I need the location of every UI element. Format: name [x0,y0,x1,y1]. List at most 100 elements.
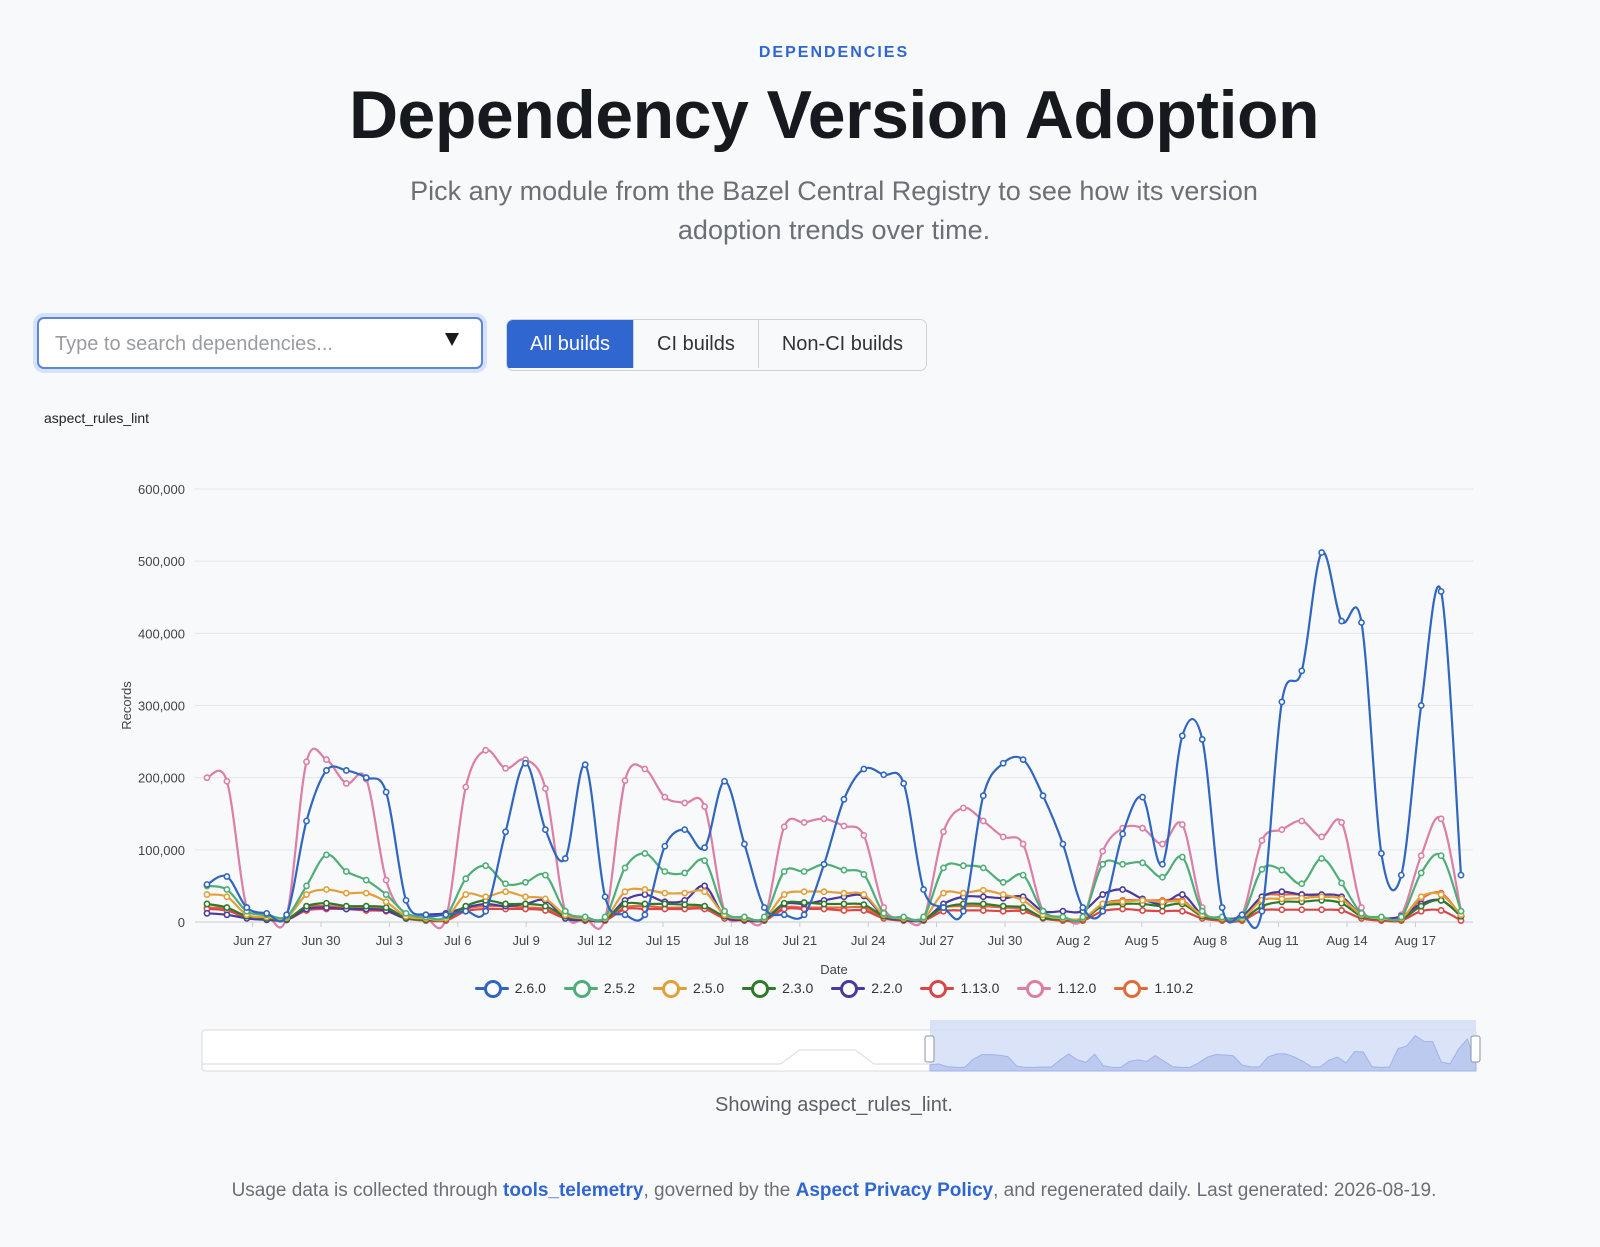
data-point [940,828,947,836]
data-point [1437,588,1445,595]
legend-item-2.3.0[interactable]: 2.3.0 [742,980,813,998]
tools-telemetry-link[interactable]: tools_telemetry [503,1180,644,1201]
data-point [1019,871,1027,879]
data-point [800,911,808,919]
data-point [979,886,987,894]
data-point [1099,860,1107,868]
data-point [1278,866,1286,874]
data-point [820,815,828,823]
data-point [1457,871,1465,879]
dependency-search-combobox[interactable] [37,317,483,369]
data-point [203,909,211,917]
data-point [1119,860,1127,868]
data-point [1178,907,1186,915]
legend-item-2.5.2[interactable]: 2.5.2 [563,980,635,998]
series-line-1.10.2 [206,891,1462,923]
data-point [1119,830,1127,838]
data-point [1318,893,1326,901]
data-point [1457,907,1465,915]
x-tick-label: Jul 27 [919,933,954,948]
data-point [1338,617,1345,625]
dependency-search-input[interactable] [53,319,437,369]
data-point [661,900,669,908]
data-point [701,857,709,865]
data-point [1019,904,1027,911]
legend-item-2.2.0[interactable]: 2.2.0 [831,980,902,998]
data-point [800,888,808,896]
data-point [840,795,848,803]
data-point [303,891,310,898]
legend-item-2.6.0[interactable]: 2.6.0 [474,980,546,998]
data-point [1198,907,1206,915]
data-point [1417,893,1425,901]
data-point [462,891,470,898]
data-point [1139,907,1146,914]
data-point [303,902,310,910]
zoom-handle-right[interactable] [1470,1035,1481,1063]
data-point [303,882,310,890]
data-point [522,900,529,908]
zoom-handle-left[interactable] [924,1035,935,1063]
data-point [880,909,888,917]
legend-item-1.13.0[interactable]: 1.13.0 [920,980,999,998]
data-point [1318,906,1326,914]
data-point [362,774,370,782]
legend-item-1.10.2[interactable]: 1.10.2 [1114,980,1193,998]
data-point [1278,826,1286,834]
series-line-2.5.2 [206,852,1463,923]
ci-builds-button[interactable]: CI builds [634,320,759,368]
data-point [382,904,390,911]
dropdown-caret-icon[interactable] [445,333,459,346]
privacy-policy-link[interactable]: Aspect Privacy Policy [795,1180,994,1201]
data-point [999,878,1007,886]
page-eyebrow: DEPENDENCIES [758,44,910,61]
data-point [462,875,470,883]
data-point [1397,913,1405,921]
data-point [1059,907,1067,915]
data-point [840,822,848,830]
data-point [920,913,927,921]
data-point [522,893,529,901]
x-tick-label: Jul 18 [714,933,749,948]
data-point [820,860,828,868]
x-tick-label: Aug 5 [1125,933,1159,948]
data-point [860,765,868,773]
all-builds-button[interactable]: All builds [507,320,635,368]
data-point [1258,865,1266,873]
data-point [780,868,788,875]
data-point [959,862,967,870]
data-point [999,891,1007,898]
data-point [979,864,987,872]
data-point [1079,913,1087,921]
legend-item-2.5.0[interactable]: 2.5.0 [653,980,724,998]
data-point [522,759,529,767]
data-point [641,900,649,908]
data-point [342,767,350,774]
data-point [979,907,987,914]
data-point [561,907,569,915]
data-point [701,844,709,852]
data-point [362,902,370,910]
legend-label: 1.12.0 [1057,980,1097,996]
data-point [800,868,808,875]
series-line-2.6.0 [206,550,1463,930]
data-point [1298,817,1306,825]
zoom-preview-area [929,1034,1477,1072]
data-point [223,893,231,901]
data-point [959,889,967,897]
legend-item-1.12.0[interactable]: 1.12.0 [1017,980,1097,998]
legend-swatch-icon [474,980,509,998]
data-point [621,777,629,784]
x-tick-label: Jun 27 [233,933,272,948]
data-point [1059,840,1067,848]
data-point [1298,880,1306,888]
data-point [1278,906,1286,914]
data-point [1019,756,1027,764]
data-point [263,909,271,917]
data-point [382,876,390,884]
data-point [760,913,768,921]
y-axis-label: Records [119,681,134,730]
data-point [1039,907,1047,915]
data-point [382,898,390,906]
non-ci-builds-button[interactable]: Non-CI builds [758,320,927,368]
